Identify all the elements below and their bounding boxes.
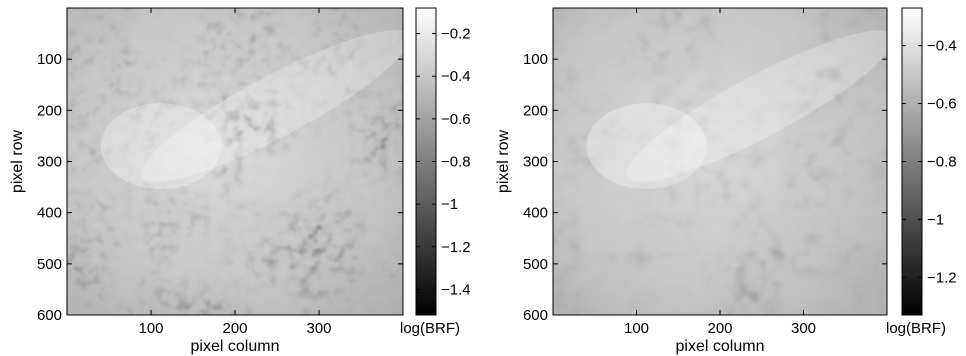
cloud-band [141,30,410,183]
colorbar-tick-label: −1.2 [927,269,957,286]
colorbar-label: log(BRF) [400,320,460,337]
x-tick-label: 200 [707,320,732,337]
x-axis-label: pixel column [191,338,280,355]
colorbar-tick-label: −0.6 [441,111,471,128]
colorbar-tick-label: −1.4 [441,281,471,298]
y-tick-label: 300 [37,154,62,171]
colorbar-gradient [416,8,436,315]
chart-panel-1: 100 200 300 100 200 300 400 500 600 pixel column p… [9,7,471,355]
colorbar: −1.2 −1 −0.8 −0.6 −0.4 log(BRF) [886,7,957,337]
y-tick-label: 100 [37,51,62,68]
heatmap-cells [553,8,887,315]
y-tick-label: 300 [523,154,548,171]
colorbar-tick-label: −0.4 [927,38,957,55]
colorbar-tick-label: −0.4 [441,68,471,85]
cloud-band [626,30,894,182]
y-axis-label: pixel row [9,129,26,193]
colorbar-tick-label: −0.2 [441,26,471,43]
x-tick-label: 100 [138,320,163,337]
x-tick-label: 300 [791,320,816,337]
x-tick-label: 300 [306,320,331,337]
heatmap-cells [67,8,403,315]
chart-panel-2: 100 200 300 100 200 300 400 500 600 pixel column p… [495,7,957,355]
colorbar-tick-label: −1 [927,211,944,228]
y-tick-label: 400 [523,205,548,222]
bright-cloud [100,103,222,190]
colorbar: −1.4 −1.2 −1 −0.8 −0.6 −0.4 −0.2 log(BRF) [400,7,471,337]
bright-cloud [586,103,707,190]
y-tick-label: 500 [37,256,62,273]
colorbar-gradient [902,8,922,315]
colorbar-tick-label: −0.8 [927,154,957,171]
colorbar-tick-label: −1.2 [441,239,471,256]
x-tick-label: 200 [222,320,247,337]
y-tick-label: 200 [37,102,62,119]
heatmap-image [67,8,410,315]
y-tick-label: 500 [523,256,548,273]
y-tick-label: 600 [37,307,62,324]
y-tick-label: 200 [523,102,548,119]
y-axis-label: pixel row [495,129,512,193]
colorbar-label: log(BRF) [886,320,946,337]
y-tick-label: 600 [523,307,548,324]
colorbar-tick-label: −0.6 [927,96,957,113]
colorbar-tick-label: −0.8 [441,154,471,171]
x-tick-label: 100 [624,320,649,337]
y-tick-label: 400 [37,205,62,222]
heatmap-image [553,8,894,315]
x-axis-label: pixel column [676,338,765,355]
y-tick-label: 100 [523,51,548,68]
colorbar-tick-label: −1 [441,196,458,213]
